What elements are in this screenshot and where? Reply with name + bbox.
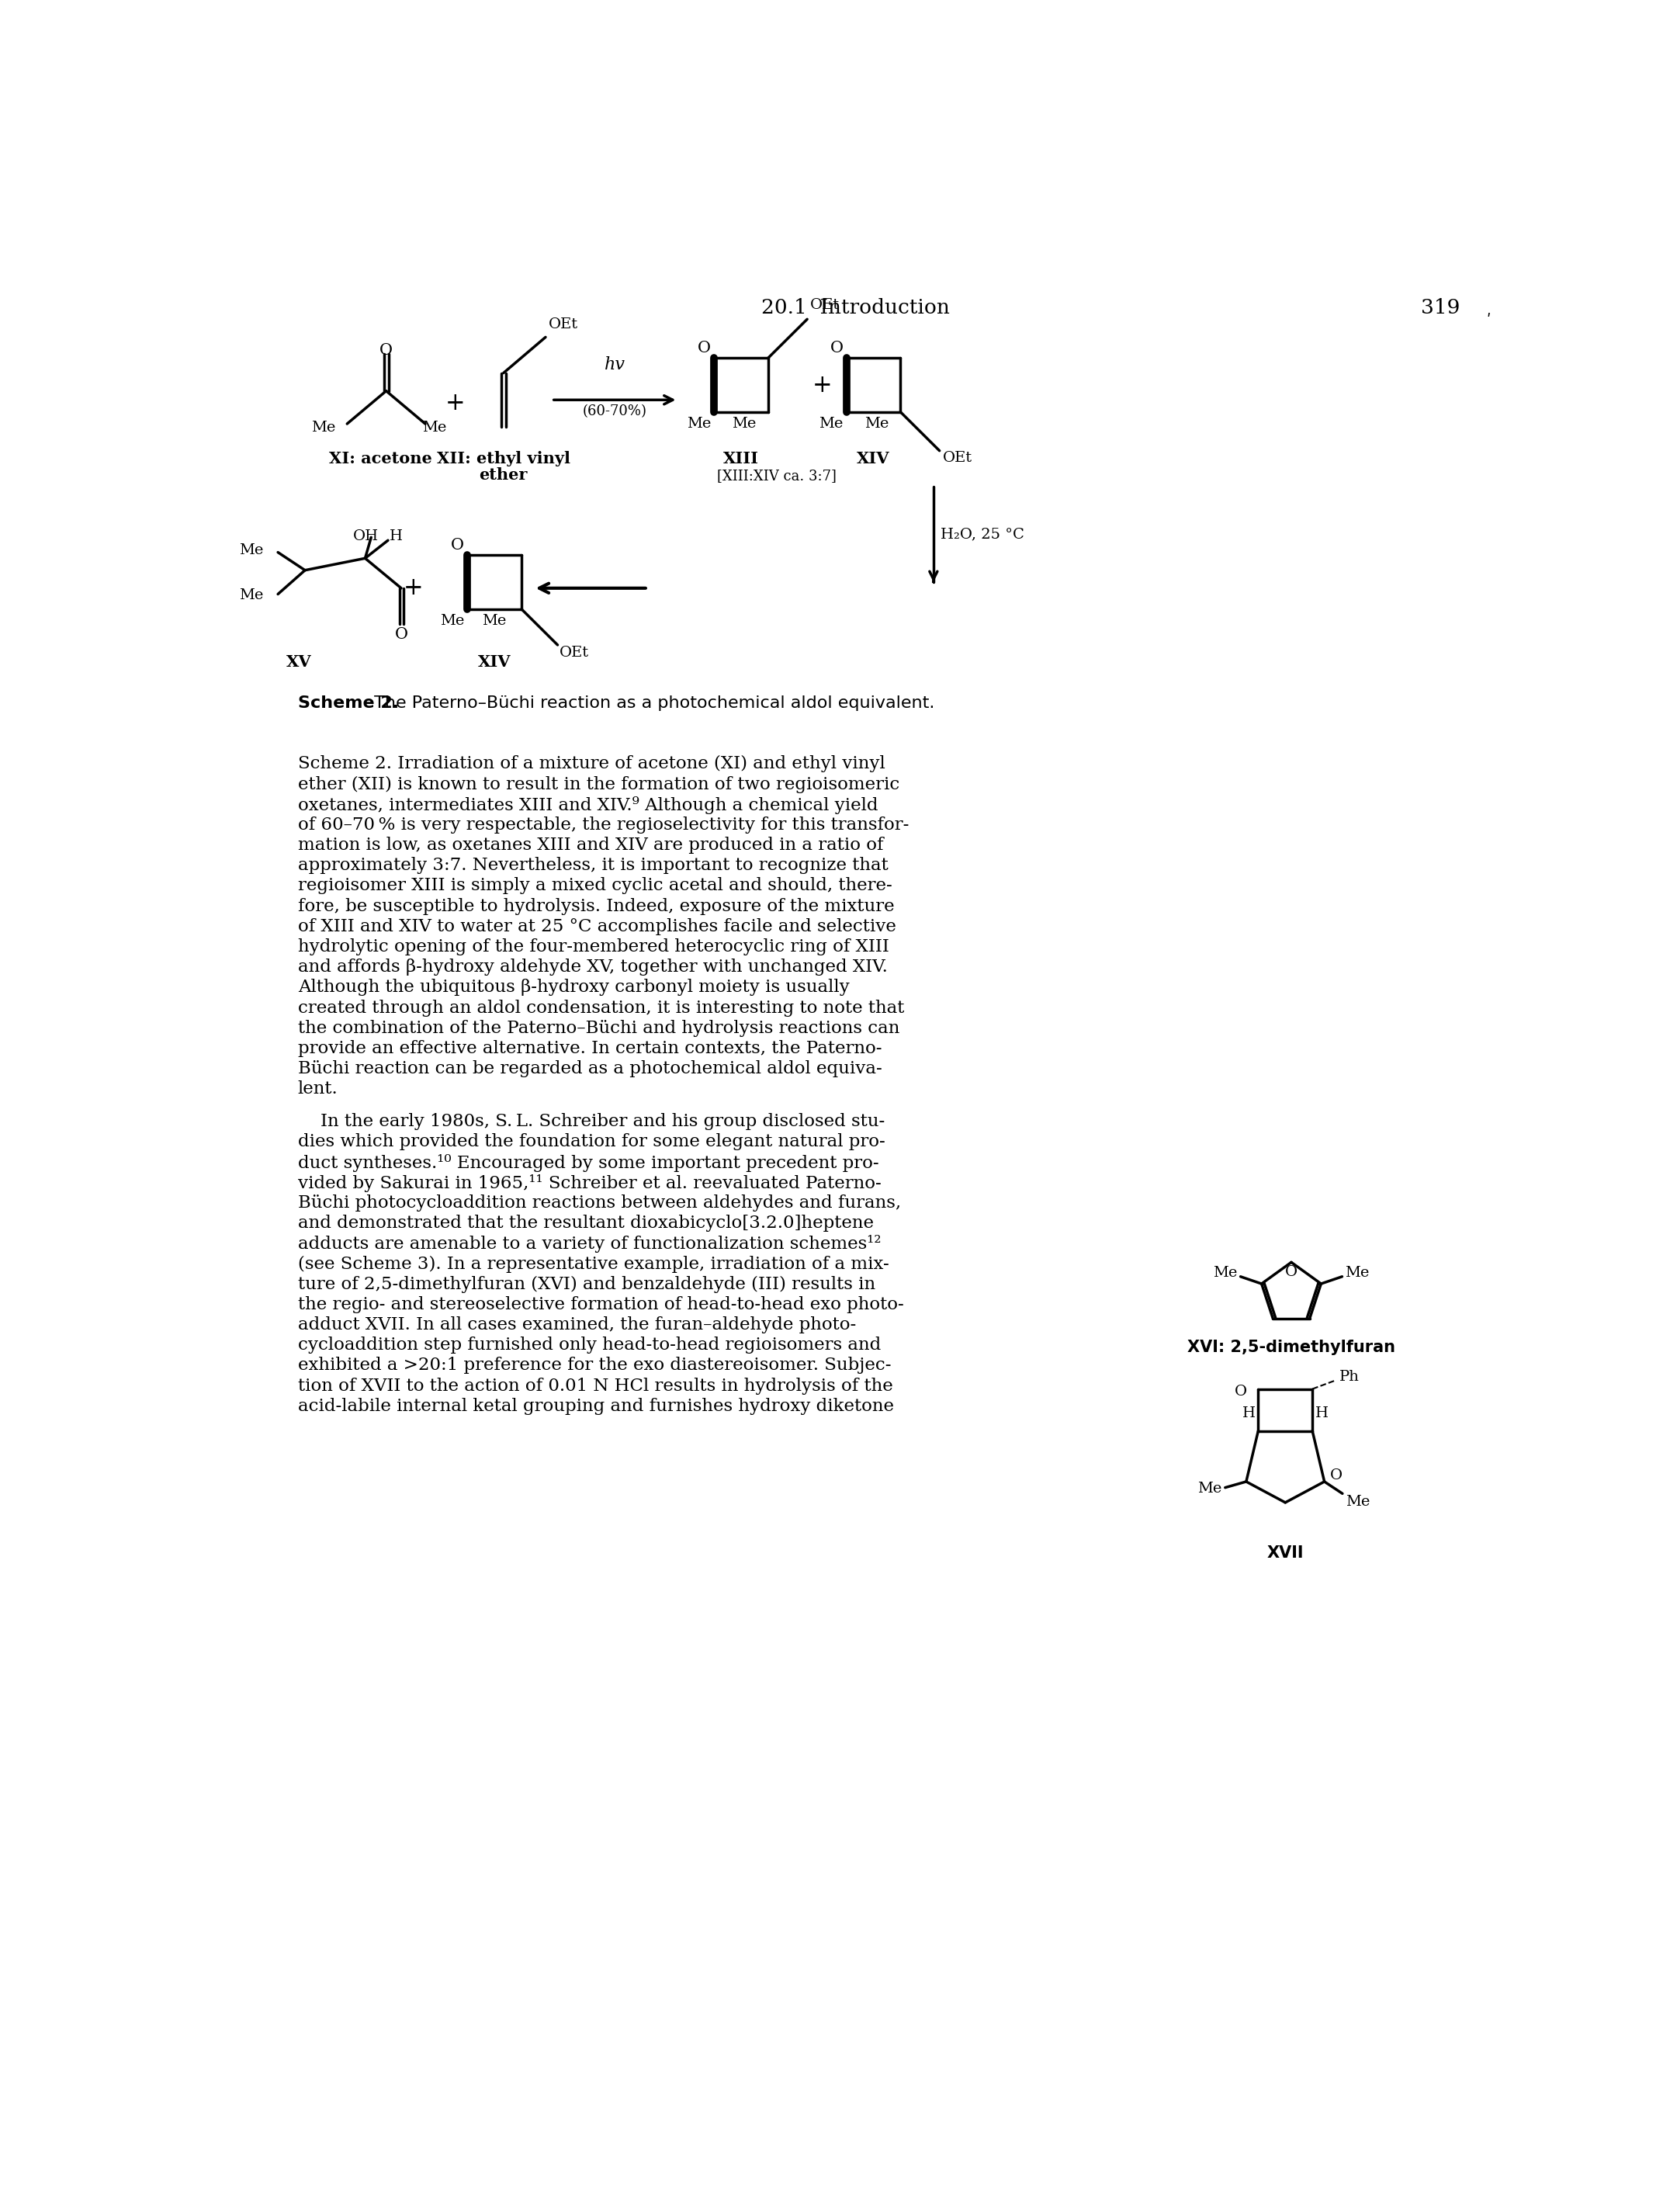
Text: (60-70%): (60-70%)	[583, 405, 646, 418]
Text: Ph: Ph	[1339, 1369, 1359, 1385]
Text: O: O	[451, 538, 464, 553]
Text: In the early 1980s, S. L. Schreiber and his group disclosed stu-: In the early 1980s, S. L. Schreiber and …	[297, 1113, 885, 1130]
Text: oxetanes, intermediates XIII and XIV.⁹ Although a chemical yield: oxetanes, intermediates XIII and XIV.⁹ A…	[297, 796, 878, 814]
Text: vided by Sakurai in 1965,¹¹ Schreiber et al. reevaluated Paterno-: vided by Sakurai in 1965,¹¹ Schreiber et…	[297, 1175, 882, 1192]
Text: XIV: XIV	[478, 655, 511, 670]
Text: OEt: OEt	[810, 299, 840, 312]
Text: XVI: 2,5-dimethylfuran: XVI: 2,5-dimethylfuran	[1187, 1340, 1396, 1356]
Text: approximately 3:7. Nevertheless, it is important to recognize that: approximately 3:7. Nevertheless, it is i…	[297, 856, 888, 874]
Text: O: O	[698, 341, 711, 356]
Text: Me: Me	[818, 416, 843, 431]
Text: ether (XII) is known to result in the formation of two regioisomeric: ether (XII) is known to result in the fo…	[297, 776, 900, 792]
Text: dies which provided the foundation for some elegant natural pro-: dies which provided the foundation for s…	[297, 1133, 885, 1150]
Text: acid-labile internal ketal grouping and furnishes hydroxy diketone: acid-labile internal ketal grouping and …	[297, 1398, 893, 1416]
Text: +: +	[402, 575, 423, 599]
Text: Me: Me	[1344, 1265, 1369, 1281]
Text: Scheme 2. Irradiation of a mixture of acetone (XI) and ethyl vinyl: Scheme 2. Irradiation of a mixture of ac…	[297, 757, 885, 772]
Text: O: O	[1284, 1265, 1298, 1279]
Text: the combination of the Paterno–Büchi and hydrolysis reactions can: the combination of the Paterno–Büchi and…	[297, 1020, 900, 1037]
Text: H: H	[1242, 1407, 1256, 1420]
Text: adduct XVII. In all cases examined, the furan–aldehyde photo-: adduct XVII. In all cases examined, the …	[297, 1316, 857, 1334]
Text: cycloaddition step furnished only head-to-head regioisomers and: cycloaddition step furnished only head-t…	[297, 1336, 880, 1354]
Text: Me: Me	[239, 588, 262, 602]
Text: and affords β-hydroxy aldehyde XV, together with unchanged XIV.: and affords β-hydroxy aldehyde XV, toget…	[297, 958, 887, 975]
Text: and demonstrated that the resultant dioxabicyclo[3.2.0]heptene: and demonstrated that the resultant diox…	[297, 1214, 873, 1232]
Text: XVII: XVII	[1268, 1546, 1304, 1562]
Text: adducts are amenable to a variety of functionalization schemes¹²: adducts are amenable to a variety of fun…	[297, 1234, 882, 1252]
Text: H: H	[1316, 1407, 1329, 1420]
Text: XV: XV	[286, 655, 312, 670]
Text: O: O	[1331, 1469, 1343, 1482]
Text: lent.: lent.	[297, 1082, 337, 1097]
Text: hydrolytic opening of the four-membered heterocyclic ring of XIII: hydrolytic opening of the four-membered …	[297, 938, 888, 956]
Text: Me: Me	[423, 420, 446, 436]
Text: Me: Me	[731, 416, 757, 431]
Text: created through an aldol condensation, it is interesting to note that: created through an aldol condensation, i…	[297, 1000, 903, 1015]
Text: [XIII:XIV ca. 3:7]: [XIII:XIV ca. 3:7]	[718, 469, 837, 482]
Text: Me: Me	[863, 416, 888, 431]
Text: exhibited a >20:1 preference for the exo diastereoisomer. Subjec-: exhibited a >20:1 preference for the exo…	[297, 1356, 892, 1374]
Text: 319: 319	[1421, 299, 1460, 319]
Text: of XIII and XIV to water at 25 °C accomplishes facile and selective: of XIII and XIV to water at 25 °C accomp…	[297, 918, 897, 936]
Text: of 60–70 % is very respectable, the regioselectivity for this transfor-: of 60–70 % is very respectable, the regi…	[297, 816, 908, 834]
Text: XIII: XIII	[723, 451, 758, 467]
Text: O: O	[1234, 1385, 1247, 1398]
Text: fore, be susceptible to hydrolysis. Indeed, exposure of the mixture: fore, be susceptible to hydrolysis. Inde…	[297, 898, 893, 916]
Text: OH: OH	[352, 529, 379, 544]
Text: Me: Me	[311, 420, 336, 436]
Text: XIV: XIV	[857, 451, 890, 467]
Text: provide an effective alternative. In certain contexts, the Paterno-: provide an effective alternative. In cer…	[297, 1040, 882, 1057]
Text: regioisomer XIII is simply a mixed cyclic acetal and should, there-: regioisomer XIII is simply a mixed cycli…	[297, 878, 892, 894]
Text: OEt: OEt	[942, 451, 972, 465]
Text: +: +	[446, 392, 466, 416]
Text: Me: Me	[686, 416, 711, 431]
Text: O: O	[830, 341, 843, 356]
Text: the regio- and stereoselective formation of head-to-head exo photo-: the regio- and stereoselective formation…	[297, 1296, 903, 1314]
Text: duct syntheses.¹⁰ Encouraged by some important precedent pro-: duct syntheses.¹⁰ Encouraged by some imp…	[297, 1155, 878, 1172]
Text: XI: acetone: XI: acetone	[329, 451, 431, 467]
Text: Scheme 2.: Scheme 2.	[297, 697, 399, 712]
Text: ether: ether	[479, 467, 528, 482]
Text: Although the ubiquitous β-hydroxy carbonyl moiety is usually: Although the ubiquitous β-hydroxy carbon…	[297, 980, 850, 995]
Text: tion of XVII to the action of 0.01 N HCl results in hydrolysis of the: tion of XVII to the action of 0.01 N HCl…	[297, 1378, 893, 1394]
Text: (see Scheme 3). In a representative example, irradiation of a mix-: (see Scheme 3). In a representative exam…	[297, 1256, 888, 1272]
Text: O: O	[379, 343, 392, 358]
Text: H: H	[389, 529, 402, 544]
Text: OEt: OEt	[559, 646, 590, 659]
Text: Me: Me	[1346, 1495, 1369, 1509]
Text: hv: hv	[605, 356, 625, 374]
Text: Me: Me	[439, 615, 464, 628]
Text: Me: Me	[239, 544, 262, 557]
Text: OEt: OEt	[548, 316, 578, 332]
Text: Büchi photocycloaddition reactions between aldehydes and furans,: Büchi photocycloaddition reactions betwe…	[297, 1194, 900, 1212]
Text: H₂O, 25 °C: H₂O, 25 °C	[940, 526, 1024, 542]
Text: ʹ: ʹ	[1486, 314, 1491, 327]
Text: +: +	[812, 374, 832, 396]
Text: O: O	[394, 626, 407, 641]
Text: Me: Me	[483, 615, 506, 628]
Text: ture of 2,5-dimethylfuran (XVI) and benzaldehyde (III) results in: ture of 2,5-dimethylfuran (XVI) and benz…	[297, 1276, 875, 1292]
Text: Me: Me	[1197, 1482, 1222, 1495]
Text: mation is low, as oxetanes XIII and XIV are produced in a ratio of: mation is low, as oxetanes XIII and XIV …	[297, 836, 883, 854]
Text: XII: ethyl vinyl: XII: ethyl vinyl	[438, 451, 569, 467]
Text: Büchi reaction can be regarded as a photochemical aldol equiva-: Büchi reaction can be regarded as a phot…	[297, 1060, 882, 1077]
Text: Me: Me	[1212, 1265, 1237, 1281]
Text: 20.1  Introduction: 20.1 Introduction	[762, 299, 950, 319]
Text: The Paterno–Büchi reaction as a photochemical aldol equivalent.: The Paterno–Büchi reaction as a photoche…	[369, 697, 935, 712]
